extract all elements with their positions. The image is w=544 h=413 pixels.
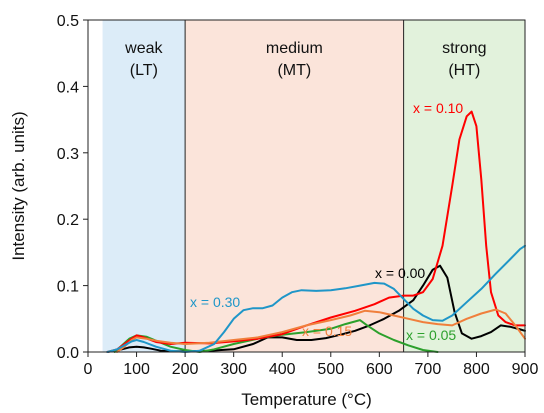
region-abbr-weak: (LT) [130,62,158,79]
axis-ticks: 0 100 200 300 400 500 600 700 800 900 0.0 0.1 0.2 0.3… [57,13,539,378]
y-tick-label: 0.3 [57,146,79,163]
series-lines [106,110,526,353]
series-label-2: x = 0.10 [413,100,463,116]
region-bands [102,20,525,352]
region-abbr-strong: (HT) [448,62,480,79]
region-labels: weak (LT) medium (MT) strong (HT) [124,40,486,79]
x-tick-label: 800 [463,361,490,378]
region-label-weak: weak [124,40,163,57]
region-band-strong [403,20,525,352]
region-band-weak [102,20,186,352]
series-labels: x = 0.00 x = 0.05 x = 0.10 x = 0.15 x = 0.30 [190,100,463,343]
series-label-4: x = 0.30 [190,294,240,310]
plot-frame [87,19,526,353]
series-label-3: x = 0.15 [302,323,352,339]
y-tick-label: 0.0 [57,345,79,362]
region-label-strong: strong [442,40,486,57]
y-tick-label: 0.5 [57,13,79,30]
region-label-medium: medium [266,40,323,57]
y-tick-label: 0.1 [57,279,79,296]
x-tick-label: 300 [220,361,247,378]
series-line-0 [106,264,526,353]
region-abbr-medium: (MT) [277,62,311,79]
x-tick-label: 0 [84,361,93,378]
y-tick-label: 0.4 [57,79,79,96]
x-tick-label: 400 [269,361,296,378]
region-band-medium [185,20,404,352]
x-axis-title: Temperature (°C) [241,390,372,409]
series-label-0: x = 0.00 [375,265,425,281]
x-tick-label: 100 [123,361,150,378]
y-axis-title: Intensity (arb. units) [9,111,28,260]
x-tick-label: 500 [317,361,344,378]
x-tick-label: 600 [366,361,393,378]
series-line-4 [106,244,526,353]
series-line-3 [116,308,526,353]
x-tick-label: 700 [415,361,442,378]
x-tick-label: 900 [512,361,539,378]
y-tick-label: 0.2 [57,212,79,229]
series-label-1: x = 0.05 [406,327,456,343]
x-tick-label: 200 [172,361,199,378]
